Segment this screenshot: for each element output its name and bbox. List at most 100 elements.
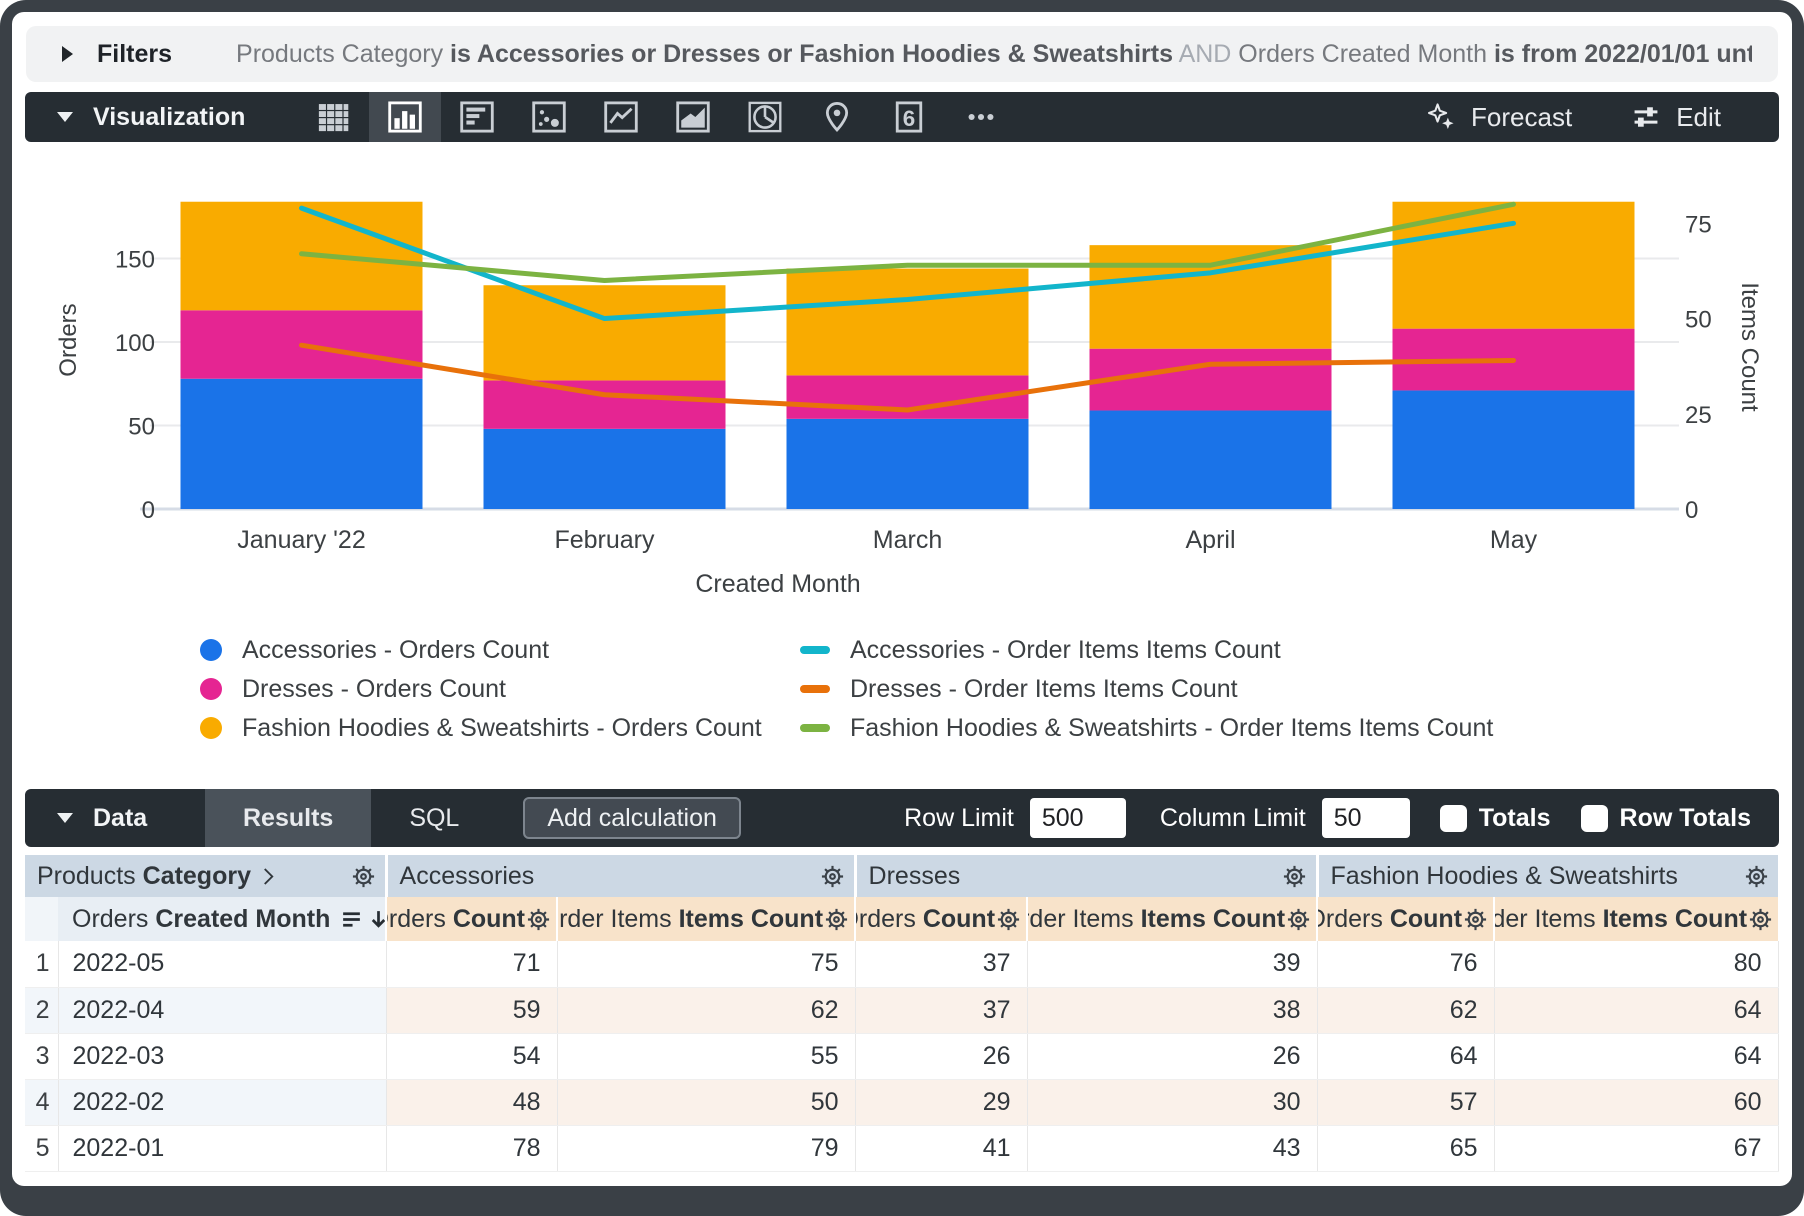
measure-cell[interactable]: 76 [1317, 941, 1495, 988]
measure-header[interactable]: Orders Count [1316, 897, 1495, 941]
row-totals-checkbox[interactable] [1580, 804, 1608, 832]
visualization-section-toggle[interactable]: Visualization [25, 103, 297, 132]
stacked-bar-segment[interactable] [1089, 348, 1332, 411]
measure-cell[interactable]: 41 [855, 1125, 1028, 1172]
measure-cell[interactable]: 43 [1027, 1125, 1318, 1172]
dimension-cell[interactable]: 2022-05 [58, 941, 387, 988]
stacked-bar-segment[interactable] [180, 378, 423, 509]
measure-cell[interactable]: 60 [1494, 1079, 1779, 1126]
measure-header[interactable]: Order Items Items Count [1026, 897, 1318, 941]
gear-icon[interactable] [819, 863, 846, 890]
line-series[interactable] [299, 342, 1516, 413]
group-header[interactable]: Dresses [853, 855, 1318, 897]
viz-more-options[interactable] [945, 92, 1017, 142]
forecast-button[interactable]: Forecast [1425, 101, 1572, 133]
viz-type-scatter[interactable] [513, 92, 585, 142]
measure-cell[interactable]: 38 [1027, 987, 1318, 1034]
edit-button[interactable]: Edit [1630, 101, 1721, 133]
gear-icon[interactable] [1743, 863, 1770, 890]
measure-cell[interactable]: 64 [1494, 1033, 1779, 1080]
measure-cell[interactable]: 39 [1027, 941, 1318, 988]
measure-cell[interactable]: 57 [1317, 1079, 1495, 1126]
measure-cell[interactable]: 30 [1027, 1079, 1318, 1126]
viz-type-column-chart[interactable] [369, 92, 441, 142]
measure-cell[interactable]: 62 [1317, 987, 1495, 1034]
viz-type-line-chart[interactable] [585, 92, 657, 142]
viz-type-bar-chart[interactable] [441, 92, 513, 142]
dimension-cell[interactable]: 2022-01 [58, 1125, 387, 1172]
column-limit-input[interactable] [1321, 798, 1410, 838]
dimension-cell[interactable]: 2022-04 [58, 987, 387, 1034]
data-section-toggle[interactable]: Data [25, 804, 205, 833]
legend-item[interactable]: Fashion Hoodies & Sweatshirts - Orders C… [200, 714, 800, 742]
stacked-bar-segment[interactable] [483, 428, 726, 509]
legend-item[interactable]: Accessories - Orders Count [200, 636, 800, 664]
tab-sql[interactable]: SQL [409, 803, 460, 832]
measure-header[interactable]: Order Items Items Count [1493, 897, 1779, 941]
legend-item[interactable]: Accessories - Order Items Items Count [800, 636, 1493, 664]
tab-results[interactable]: Results [205, 789, 372, 847]
measure-cell[interactable]: 75 [557, 941, 856, 988]
legend-item[interactable]: Fashion Hoodies & Sweatshirts - Order It… [800, 714, 1493, 742]
gear-icon[interactable] [525, 906, 552, 933]
measure-cell[interactable]: 54 [386, 1033, 558, 1080]
measure-cell[interactable]: 71 [386, 941, 558, 988]
viz-type-map[interactable] [801, 92, 873, 142]
legend-item[interactable]: Dresses - Orders Count [200, 675, 800, 703]
group-header[interactable]: Fashion Hoodies & Sweatshirts [1315, 855, 1779, 897]
viz-type-area-chart[interactable] [657, 92, 729, 142]
measure-cell[interactable]: 80 [1494, 941, 1779, 988]
group-header[interactable]: Accessories [384, 855, 856, 897]
stacked-bar-segment[interactable] [483, 380, 726, 429]
stacked-bar-segment[interactable] [483, 285, 726, 381]
subtotal-icon[interactable] [340, 908, 363, 931]
gear-icon[interactable] [350, 863, 377, 890]
dimension-header[interactable]: Orders Created Month [58, 897, 387, 941]
combo-chart[interactable]: 0 50 100 150 0 25 50 75 January '22 February March… [30, 142, 1792, 612]
measure-cell[interactable]: 67 [1494, 1125, 1779, 1172]
measure-header[interactable]: Orders Count [854, 897, 1028, 941]
filters-bar[interactable]: Filters Products Category is Accessories… [26, 26, 1778, 82]
measure-header[interactable]: Order Items Items Count [556, 897, 856, 941]
stacked-bar-segment[interactable] [786, 418, 1029, 509]
measure-cell[interactable]: 62 [557, 987, 856, 1034]
measure-cell[interactable]: 26 [1027, 1033, 1318, 1080]
measure-cell[interactable]: 65 [1317, 1125, 1495, 1172]
measure-cell[interactable]: 64 [1494, 987, 1779, 1034]
sort-desc-icon[interactable] [367, 908, 386, 931]
measure-cell[interactable]: 37 [855, 987, 1028, 1034]
stacked-bar-segment[interactable] [786, 268, 1029, 376]
measure-cell[interactable]: 50 [557, 1079, 856, 1126]
dimension-cell[interactable]: 2022-03 [58, 1033, 387, 1080]
measure-cell[interactable]: 26 [855, 1033, 1028, 1080]
measure-cell[interactable]: 79 [557, 1125, 856, 1172]
group-header[interactable]: Products Category [25, 855, 387, 897]
stacked-bar-segment[interactable] [1392, 390, 1635, 509]
chart-lines[interactable] [299, 201, 1516, 413]
viz-type-single-value[interactable]: 6 [873, 92, 945, 142]
measure-cell[interactable]: 48 [386, 1079, 558, 1126]
measure-cell[interactable]: 55 [557, 1033, 856, 1080]
gear-icon[interactable] [1747, 906, 1774, 933]
viz-type-table[interactable] [297, 92, 369, 142]
line-series[interactable] [299, 201, 1516, 283]
viz-type-pie-chart[interactable] [729, 92, 801, 142]
gear-icon[interactable] [995, 906, 1022, 933]
measure-cell[interactable]: 37 [855, 941, 1028, 988]
expand-filters-icon[interactable] [62, 46, 73, 62]
add-calculation-button[interactable]: Add calculation [523, 797, 741, 839]
gear-icon[interactable] [1285, 906, 1312, 933]
totals-checkbox[interactable] [1439, 804, 1467, 832]
measure-cell[interactable]: 59 [386, 987, 558, 1034]
row-limit-input[interactable] [1029, 798, 1126, 838]
chart-bars[interactable] [180, 201, 1635, 509]
dimension-cell[interactable]: 2022-02 [58, 1079, 387, 1126]
gear-icon[interactable] [1281, 863, 1308, 890]
line-series[interactable] [299, 205, 1516, 322]
measure-cell[interactable]: 29 [855, 1079, 1028, 1126]
measure-header[interactable]: Orders Count [385, 897, 558, 941]
gear-icon[interactable] [1462, 906, 1489, 933]
stacked-bar-segment[interactable] [1089, 410, 1332, 509]
stacked-bar-segment[interactable] [1089, 245, 1332, 349]
legend-item[interactable]: Dresses - Order Items Items Count [800, 675, 1493, 703]
